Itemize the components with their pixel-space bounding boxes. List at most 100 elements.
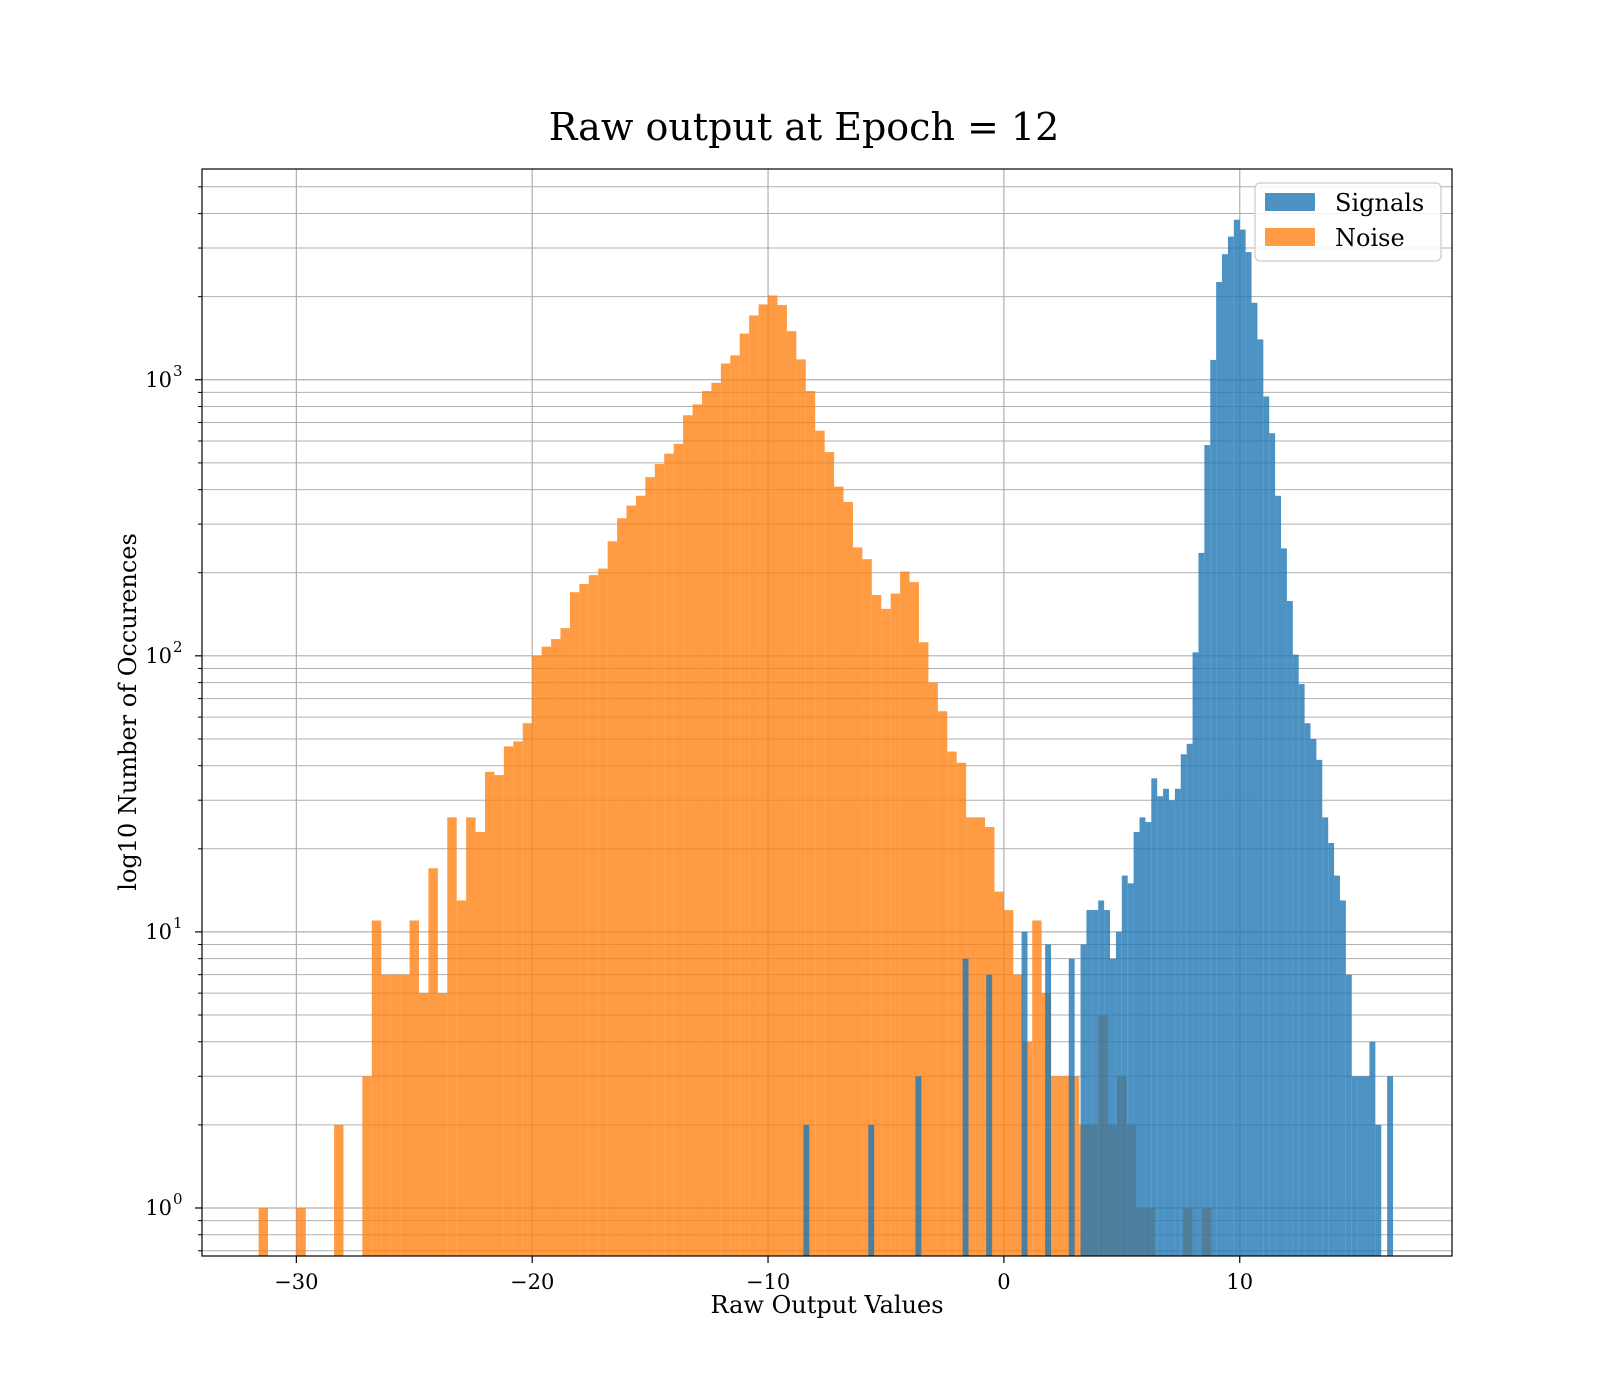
bar-noise [409,920,419,1256]
y-axis-label: log10 Number of Occurences [114,533,142,891]
bar-noise [711,382,721,1257]
bar-noise [362,1076,372,1256]
y-tick-label: 10 [145,1196,172,1220]
bar-signals [1204,445,1211,1256]
bar-noise [258,1207,269,1256]
bar-noise [720,363,731,1256]
bar-signals [1316,759,1323,1256]
bar-noise [852,547,863,1256]
bar-signals [1322,817,1329,1256]
bar-signals [1174,788,1181,1256]
bar-noise [485,771,495,1256]
bar-noise [749,315,759,1256]
bar-noise [456,900,467,1256]
bar-noise [390,974,401,1256]
bar-noise [843,501,853,1257]
x-tick-label: −10 [746,1270,790,1294]
bar-noise [607,541,618,1256]
bar-noise [532,655,542,1256]
bar-noise [758,304,769,1257]
bar-noise [569,592,580,1256]
bar-noise [796,359,806,1256]
bar-signals [1180,754,1187,1256]
bar-noise [900,571,910,1256]
bar-signals [1157,796,1164,1256]
bar-signals [1092,910,1099,1256]
bar-signals [1192,652,1199,1256]
bar-signals [986,974,993,1256]
bar-noise [447,817,457,1256]
bar-signals [1222,254,1228,1256]
bar-noise [683,415,693,1257]
bar-signals [1045,944,1052,1256]
bar-noise [834,486,844,1256]
bar-noise [560,628,570,1256]
bar-signals [1110,958,1116,1256]
bar-signals [1198,552,1205,1256]
bar-signals [1292,654,1299,1256]
bar-signals [1298,684,1305,1256]
legend-swatch-noise [1265,228,1315,246]
bar-noise [645,477,655,1256]
legend-label-noise: Noise [1335,224,1405,252]
bar-noise [975,817,986,1256]
bar-noise [494,775,504,1256]
bar-noise [937,711,948,1256]
bar-noise [400,974,410,1256]
bar-noise [702,391,712,1256]
bar-signals [1127,883,1134,1256]
y-tick-exponent: 0 [173,1190,183,1208]
bar-signals [1257,339,1264,1256]
bar-signals [1139,817,1146,1256]
bar-noise [862,559,872,1256]
y-tick-label: 10 [145,368,172,392]
bar-signals [915,1076,922,1256]
bar-signals [1168,800,1175,1256]
bar-signals [1275,495,1282,1256]
bar-signals [1345,974,1352,1256]
bar-signals [1387,1076,1394,1256]
bar-noise [1013,974,1023,1256]
bar-noise [1060,1076,1070,1256]
bar-noise [617,518,627,1256]
bar-noise [428,868,438,1256]
legend-swatch-signals [1265,193,1315,211]
bar-noise [815,430,825,1256]
bar-noise [994,891,1004,1256]
bar-signals [1098,900,1105,1256]
bar-noise [777,305,787,1256]
bar-noise [881,608,891,1256]
bar-noise [418,993,429,1256]
x-tick-label: 10 [1226,1270,1253,1294]
bar-noise [598,568,608,1256]
legend: Signals Noise [1254,182,1442,262]
bar-noise [635,495,646,1256]
bar-noise [588,575,599,1256]
bar-noise [768,295,778,1256]
x-tick-label: 0 [997,1270,1010,1294]
bar-signals [1216,282,1223,1256]
bar-signals [1263,396,1270,1256]
x-axis-label: Raw Output Values [710,1291,943,1319]
bar-noise [730,355,740,1256]
bar-noise [579,584,589,1256]
bar-noise [664,453,674,1257]
bar-signals [1115,931,1122,1256]
bar-signals [1351,1076,1358,1256]
bar-noise [381,974,391,1256]
bar-noise [541,646,552,1256]
bar-signals [1104,910,1111,1256]
legend-label-signals: Signals [1335,189,1424,217]
bar-signals [1251,302,1258,1256]
y-tick-exponent: 1 [173,914,183,932]
bar-noise [513,741,523,1256]
bar-noise [909,582,919,1256]
bar-signals [1334,875,1340,1256]
series-signals [803,219,1394,1256]
bar-noise [956,762,967,1256]
bar-signals [1121,875,1128,1256]
bar-noise [522,723,533,1256]
chart-title: Raw output at Epoch = 12 [549,105,1060,149]
bar-signals [1080,944,1087,1256]
